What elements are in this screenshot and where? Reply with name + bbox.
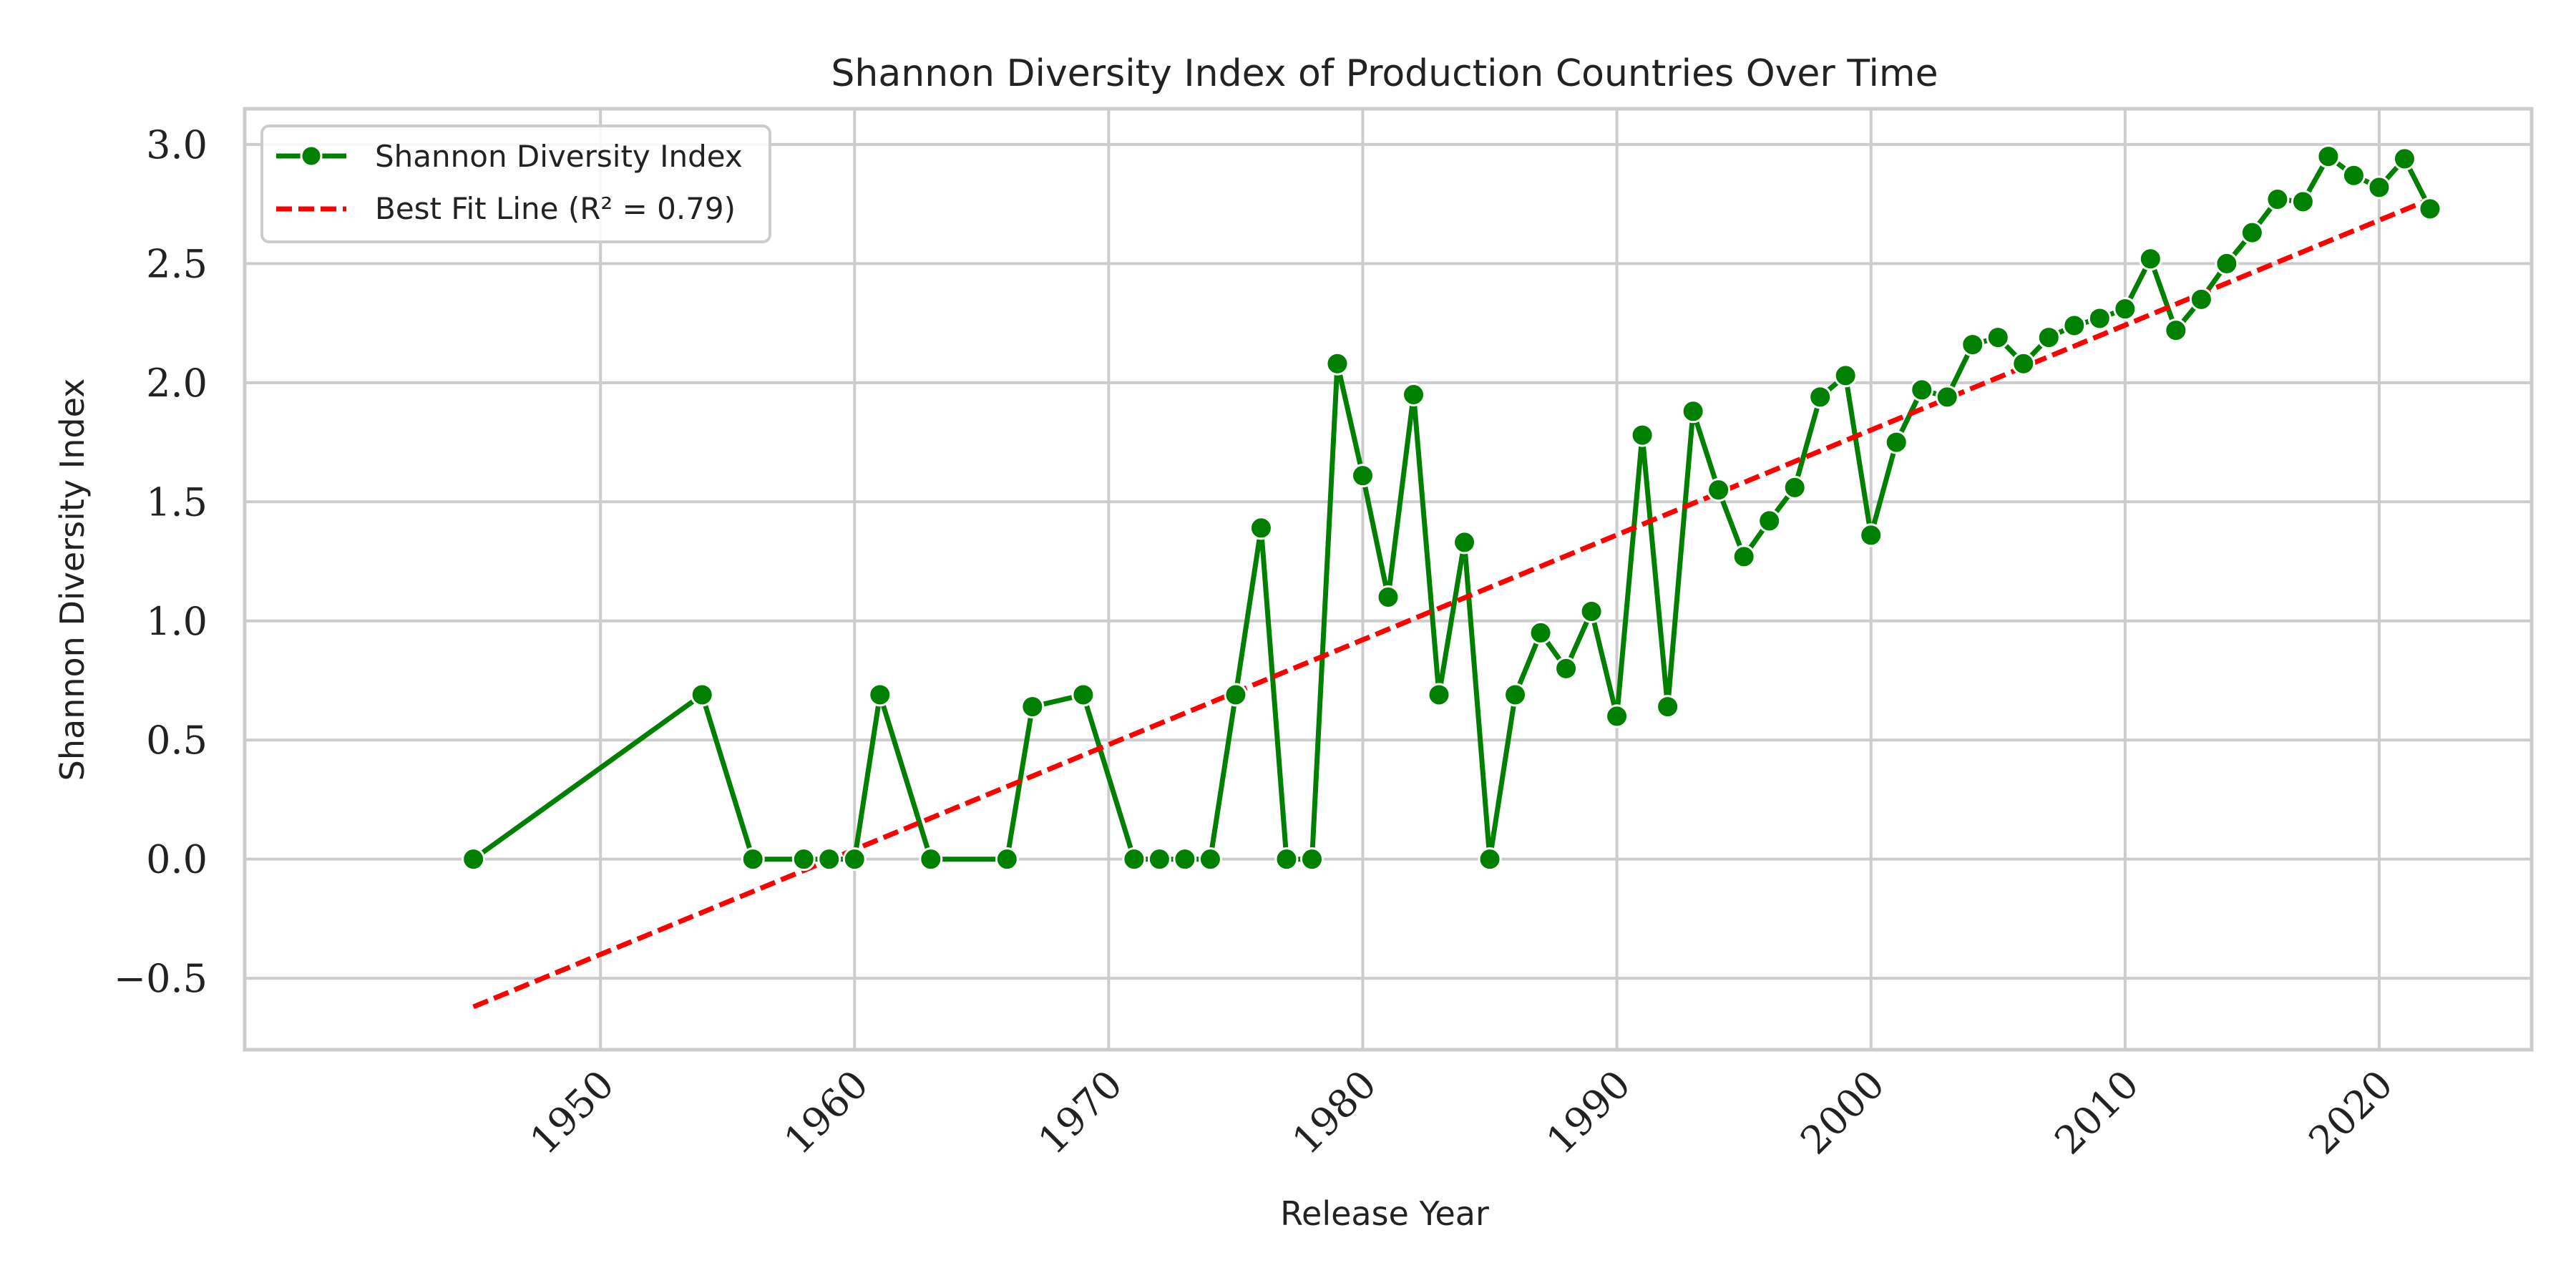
data-point xyxy=(1427,683,1451,707)
y-tick-label: 2.0 xyxy=(146,361,208,406)
data-point xyxy=(1681,399,1705,424)
data-point xyxy=(1274,847,1299,872)
data-point xyxy=(1833,364,1858,388)
data-point xyxy=(2367,175,2391,200)
data-point xyxy=(1579,599,1604,623)
data-point xyxy=(842,847,867,872)
y-tick-label: 0.5 xyxy=(146,718,208,763)
data-point xyxy=(1757,509,1782,533)
y-tick-label: 3.0 xyxy=(146,122,208,167)
data-point xyxy=(868,683,892,707)
data-point xyxy=(1935,385,1959,409)
data-point xyxy=(1198,847,1222,872)
data-point xyxy=(1961,333,1985,357)
y-tick-label: −0.5 xyxy=(114,956,208,1001)
data-point xyxy=(2215,251,2239,275)
grid xyxy=(245,109,2532,1050)
data-point xyxy=(1630,423,1654,447)
data-point xyxy=(2341,163,2366,187)
y-axis-label: Shannon Diversity Index xyxy=(53,379,92,781)
data-point xyxy=(2189,287,2213,311)
data-point xyxy=(2164,318,2188,343)
best-fit-line xyxy=(472,197,2431,1010)
data-point xyxy=(1605,704,1629,728)
data-point xyxy=(1478,847,1502,872)
chart-title: Shannon Diversity Index of Production Co… xyxy=(831,52,1938,95)
data-point xyxy=(2087,306,2112,331)
y-tick-label: 1.0 xyxy=(146,599,208,644)
data-point xyxy=(1020,695,1045,719)
legend-label-fit: Best Fit Line (R² = 0.79) xyxy=(375,191,736,226)
x-axis-label: Release Year xyxy=(1280,1194,1489,1233)
data-point xyxy=(1656,695,1680,719)
data-point xyxy=(1808,385,1833,409)
data-point xyxy=(2316,145,2341,169)
data-point xyxy=(1249,516,1273,540)
y-tick-label: 2.5 xyxy=(146,241,208,286)
data-point xyxy=(1503,683,1528,707)
plot-area xyxy=(462,145,2442,1010)
data-point xyxy=(1707,478,1731,502)
y-tick-label: 1.5 xyxy=(146,479,208,525)
data-point xyxy=(1299,847,1324,872)
data-point xyxy=(1071,683,1096,707)
data-point xyxy=(2418,197,2442,221)
data-point xyxy=(1859,523,1883,547)
data-point xyxy=(741,847,765,872)
data-point xyxy=(2265,187,2290,212)
data-point xyxy=(1402,382,1426,406)
data-point xyxy=(1528,620,1553,645)
data-point xyxy=(2240,220,2264,245)
data-point xyxy=(2290,190,2315,214)
legend: Shannon Diversity Index Best Fit Line (R… xyxy=(260,125,771,243)
data-point xyxy=(817,847,841,872)
data-point xyxy=(1910,378,1934,402)
data-point xyxy=(1173,847,1197,872)
legend-marker-diversity xyxy=(300,145,323,167)
data-point xyxy=(1453,530,1477,555)
data-point xyxy=(1884,430,1908,454)
data-point xyxy=(1224,683,1248,707)
data-point xyxy=(1350,464,1375,488)
data-point xyxy=(1554,656,1579,680)
data-point xyxy=(2138,247,2162,271)
data-point xyxy=(1732,545,1756,569)
plot-frame xyxy=(243,107,2534,1052)
data-point xyxy=(919,847,943,872)
legend-label-diversity: Shannon Diversity Index xyxy=(375,139,743,174)
data-point xyxy=(2062,313,2087,338)
data-point xyxy=(995,847,1019,872)
data-point xyxy=(690,683,714,707)
data-point xyxy=(1325,351,1350,376)
data-point xyxy=(1986,326,2010,350)
data-point xyxy=(1147,847,1171,872)
legend-box xyxy=(260,125,771,243)
data-point xyxy=(1782,475,1807,499)
data-point xyxy=(2011,351,2036,376)
data-point xyxy=(1122,847,1146,872)
data-point xyxy=(2036,326,2061,350)
data-point xyxy=(2392,147,2416,171)
y-tick-label: 0.0 xyxy=(146,837,208,882)
data-point xyxy=(2113,297,2137,321)
data-point xyxy=(791,847,816,872)
data-point xyxy=(462,847,486,872)
data-point xyxy=(1376,585,1400,609)
